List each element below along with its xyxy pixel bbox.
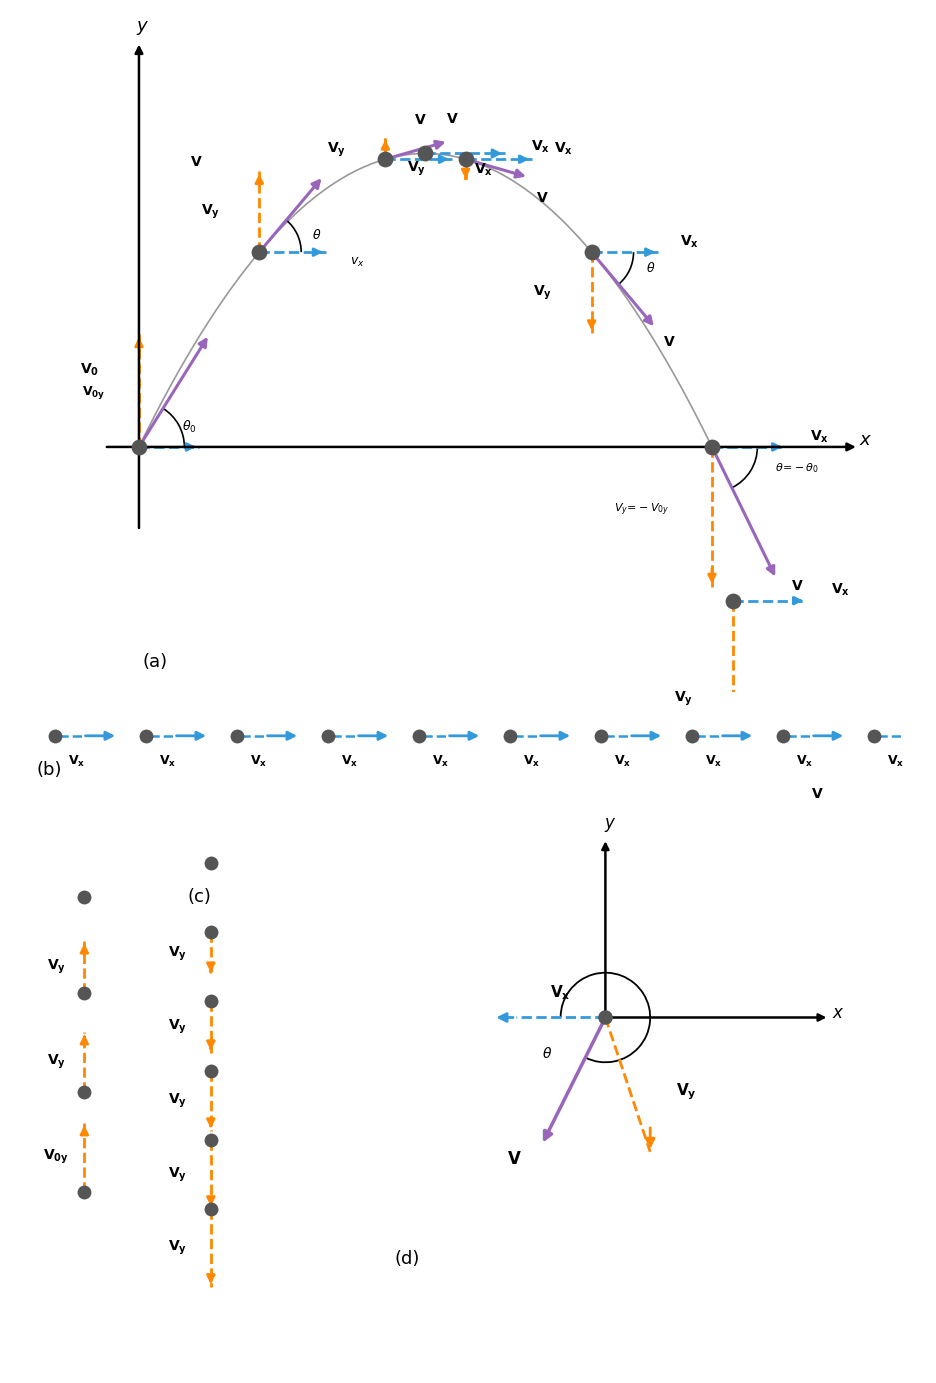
Text: (b): (b) bbox=[37, 761, 63, 779]
Point bbox=[203, 921, 218, 943]
Point bbox=[583, 241, 598, 263]
Text: $\mathbf{V_x}$: $\mathbf{V_x}$ bbox=[810, 429, 828, 445]
Text: $x$: $x$ bbox=[858, 431, 871, 449]
Text: $\mathbf{V}$: $\mathbf{V}$ bbox=[663, 335, 675, 350]
Text: $\mathbf{V_x}$: $\mathbf{V_x}$ bbox=[522, 754, 540, 769]
Text: $\mathbf{V_x}$: $\mathbf{V_x}$ bbox=[553, 141, 572, 156]
Text: $\theta_0$: $\theta_0$ bbox=[182, 419, 197, 436]
Text: (a): (a) bbox=[142, 653, 168, 671]
Text: $\mathbf{V_y}$: $\mathbf{V_y}$ bbox=[674, 689, 693, 708]
Point bbox=[203, 1198, 218, 1220]
Point bbox=[203, 1059, 218, 1082]
Point bbox=[502, 725, 517, 747]
Point bbox=[320, 725, 335, 747]
Text: $x$: $x$ bbox=[831, 1004, 843, 1022]
Text: $\mathbf{V}$: $\mathbf{V}$ bbox=[506, 1149, 521, 1167]
Point bbox=[77, 1181, 92, 1203]
Text: $\mathbf{V_x}$: $\mathbf{V_x}$ bbox=[886, 754, 903, 769]
Point bbox=[228, 725, 243, 747]
Point bbox=[704, 436, 719, 458]
Text: $\mathbf{V_x}$: $\mathbf{V_x}$ bbox=[549, 983, 570, 1003]
Text: $\mathbf{V_{0y}}$: $\mathbf{V_{0y}}$ bbox=[81, 384, 105, 401]
Text: $\theta$: $\theta$ bbox=[542, 1046, 551, 1061]
Point bbox=[203, 990, 218, 1012]
Point bbox=[203, 1129, 218, 1151]
Point bbox=[131, 436, 146, 458]
Text: $\mathbf{V_x}$: $\mathbf{V_x}$ bbox=[67, 754, 85, 769]
Point bbox=[77, 1082, 92, 1104]
Text: $\mathbf{V_y}$: $\mathbf{V_y}$ bbox=[168, 1166, 187, 1184]
Point bbox=[683, 725, 698, 747]
Text: (c): (c) bbox=[187, 888, 211, 906]
Point bbox=[774, 725, 789, 747]
Text: $\mathbf{V_x}$: $\mathbf{V_x}$ bbox=[159, 754, 176, 769]
Point bbox=[203, 852, 218, 874]
Text: $\mathit{v_x}$: $\mathit{v_x}$ bbox=[349, 256, 364, 270]
Text: $\mathbf{V_y}$: $\mathbf{V_y}$ bbox=[47, 957, 66, 976]
Text: $\mathbf{V}$: $\mathbf{V}$ bbox=[810, 787, 823, 801]
Text: $\mathbf{V_x}$: $\mathbf{V_x}$ bbox=[704, 754, 722, 769]
Point bbox=[592, 725, 607, 747]
Text: $\mathbf{V_x}$: $\mathbf{V_x}$ bbox=[341, 754, 358, 769]
Text: $\theta\!=\!-\theta_0$: $\theta\!=\!-\theta_0$ bbox=[774, 461, 818, 474]
Text: $y$: $y$ bbox=[603, 816, 616, 834]
Text: $\mathbf{V}$: $\mathbf{V}$ bbox=[535, 191, 548, 205]
Point bbox=[417, 142, 432, 165]
Text: $\mathbf{V_x}$: $\mathbf{V_x}$ bbox=[530, 138, 549, 155]
Text: $\theta$: $\theta$ bbox=[312, 228, 321, 242]
Text: $\mathbf{V}$: $\mathbf{V}$ bbox=[414, 113, 427, 127]
Point bbox=[597, 1007, 612, 1029]
Point bbox=[138, 725, 153, 747]
Point bbox=[377, 148, 392, 170]
Point bbox=[411, 725, 426, 747]
Text: $\mathbf{V_x}$: $\mathbf{V_x}$ bbox=[830, 582, 850, 599]
Point bbox=[458, 148, 473, 170]
Point bbox=[865, 725, 880, 747]
Text: $\mathbf{V_y}$: $\mathbf{V_y}$ bbox=[327, 140, 345, 159]
Text: $\mathbf{V_y}$: $\mathbf{V_y}$ bbox=[675, 1082, 695, 1102]
Text: $\mathbf{V_x}$: $\mathbf{V_x}$ bbox=[680, 234, 698, 250]
Text: $\mathbf{V_y}$: $\mathbf{V_y}$ bbox=[168, 1018, 187, 1036]
Point bbox=[47, 725, 62, 747]
Text: $\mathbf{V_{0y}}$: $\mathbf{V_{0y}}$ bbox=[43, 1148, 69, 1166]
Text: $\mathbf{V}$: $\mathbf{V}$ bbox=[190, 155, 202, 169]
Point bbox=[252, 241, 267, 263]
Text: $\theta$: $\theta$ bbox=[646, 260, 655, 275]
Text: $\mathbf{V_x}$: $\mathbf{V_x}$ bbox=[613, 754, 631, 769]
Text: (d): (d) bbox=[394, 1250, 420, 1268]
Text: $\mathbf{V_0}$: $\mathbf{V_0}$ bbox=[80, 362, 99, 379]
Text: $\mathbf{V_y}$: $\mathbf{V_y}$ bbox=[168, 1239, 187, 1257]
Text: $\mathbf{V}$: $\mathbf{V}$ bbox=[446, 112, 458, 126]
Text: $\mathbf{V_x}$: $\mathbf{V_x}$ bbox=[474, 162, 492, 178]
Point bbox=[724, 589, 739, 611]
Text: $y$: $y$ bbox=[136, 18, 149, 37]
Text: $\mathbf{V_y}$: $\mathbf{V_y}$ bbox=[533, 284, 551, 301]
Text: $\mathbf{V_x}$: $\mathbf{V_x}$ bbox=[796, 754, 812, 769]
Text: $V_y\!=\!-V_{0y}$: $V_y\!=\!-V_{0y}$ bbox=[613, 502, 669, 519]
Text: $\mathbf{V_y}$: $\mathbf{V_y}$ bbox=[200, 202, 220, 221]
Text: $\mathbf{V_y}$: $\mathbf{V_y}$ bbox=[406, 160, 426, 178]
Text: $\mathbf{V_x}$: $\mathbf{V_x}$ bbox=[250, 754, 267, 769]
Text: $\mathbf{V_y}$: $\mathbf{V_y}$ bbox=[168, 945, 187, 963]
Point bbox=[77, 887, 92, 909]
Text: $\mathbf{V}$: $\mathbf{V}$ bbox=[790, 579, 803, 593]
Text: $\mathbf{V_y}$: $\mathbf{V_y}$ bbox=[168, 1091, 187, 1111]
Text: $\mathbf{V_y}$: $\mathbf{V_y}$ bbox=[47, 1052, 66, 1070]
Text: $\mathbf{V_x}$: $\mathbf{V_x}$ bbox=[431, 754, 448, 769]
Point bbox=[77, 982, 92, 1004]
